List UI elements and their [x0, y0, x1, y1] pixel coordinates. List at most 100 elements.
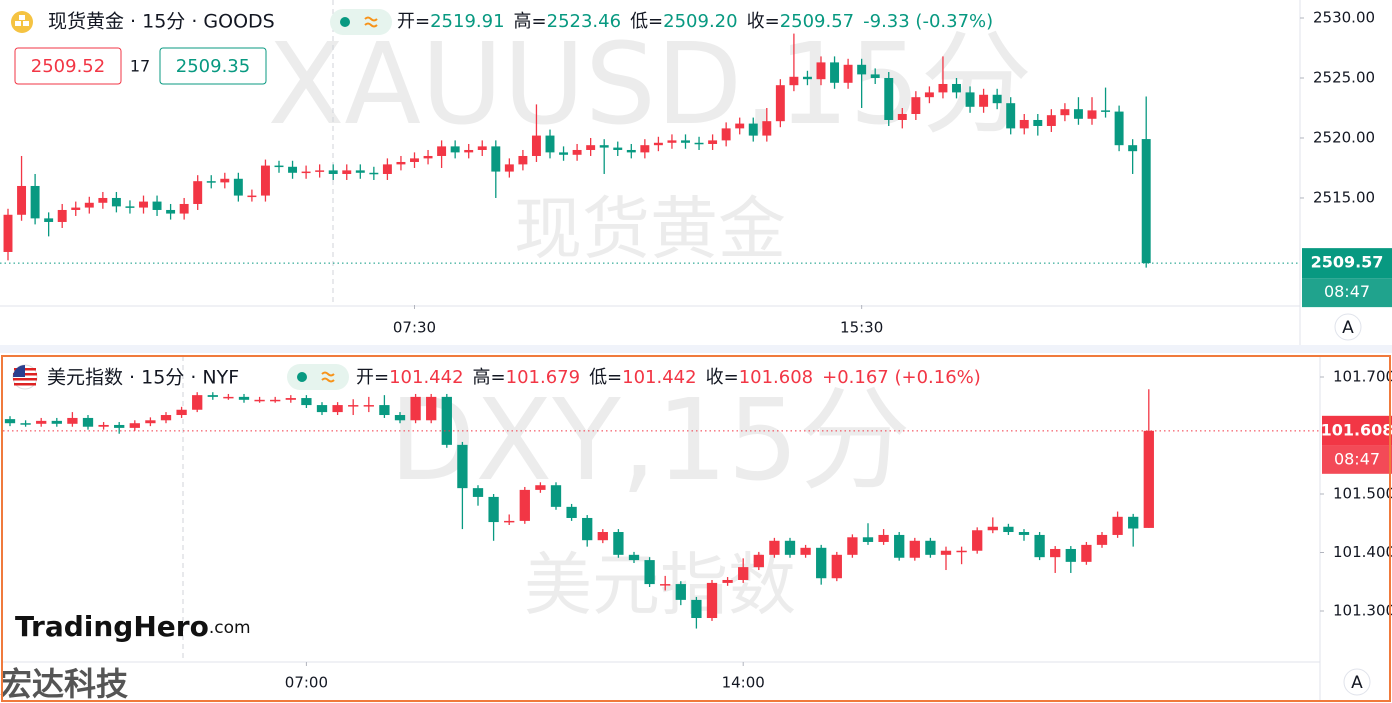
candle-body: [233, 178, 243, 196]
candle-body: [166, 209, 176, 214]
candle-body: [348, 405, 359, 407]
status-pill[interactable]: [287, 364, 349, 390]
candle-body: [84, 202, 94, 208]
candle-body: [423, 155, 433, 159]
ask-box[interactable]: [159, 47, 267, 85]
change: -9.33 (-0.37%): [863, 11, 993, 32]
ohlc-legend: 开=101.442 高=101.679 低=101.442 收=101.608 +0.1…: [356, 367, 981, 388]
brand: TradingHero.com: [15, 610, 251, 643]
candle-body: [597, 532, 608, 541]
candle-body: [254, 399, 265, 402]
y-tick-label: 101.400: [1333, 543, 1392, 561]
candle-body: [843, 64, 853, 83]
candle-body: [857, 64, 867, 75]
candle-body: [694, 142, 704, 145]
candle-body: [1073, 109, 1083, 119]
candle-body: [160, 415, 172, 421]
candle-body: [410, 396, 421, 421]
ohlc-value: 101.442: [389, 367, 463, 388]
candle-body: [82, 417, 94, 427]
candle-body: [369, 172, 379, 175]
candle-body: [722, 579, 733, 583]
candle-body: [987, 526, 998, 531]
candle-body: [721, 128, 731, 141]
candle-body: [613, 147, 623, 150]
candle-body: [301, 171, 311, 174]
candle-body: [98, 197, 108, 203]
candle-body: [207, 395, 218, 397]
y-tick-label: 2525.00: [1313, 68, 1375, 86]
x-tick-label: 14:00: [722, 674, 765, 692]
symbol-title: 现货黄金 · 15分 · GOODS: [48, 11, 275, 33]
y-tick-label: 101.500: [1333, 484, 1392, 502]
candle-body: [938, 83, 948, 93]
countdown: 08:47: [1334, 449, 1380, 468]
candle-body: [98, 424, 109, 427]
candle-body: [1128, 145, 1138, 152]
candle-body: [762, 121, 772, 136]
candle-body: [382, 164, 392, 174]
candle-body: [379, 405, 390, 416]
auto-scale-button[interactable]: [1343, 668, 1371, 696]
candle-body: [566, 506, 577, 518]
candle-body: [708, 140, 718, 144]
candle-body: [550, 485, 562, 507]
bid-box[interactable]: [14, 47, 122, 85]
candle-body: [545, 135, 555, 153]
countdown: 08:47: [1324, 282, 1370, 301]
change: +0.167 (+0.16%): [822, 367, 981, 388]
watermark-name: 现货黄金: [514, 191, 786, 270]
auto-scale-button[interactable]: [1334, 313, 1362, 341]
watermark-name: 美元指数: [524, 547, 796, 626]
candle-body: [288, 166, 298, 173]
status-pill[interactable]: [330, 9, 392, 35]
candle-body: [582, 517, 593, 541]
watermark-symbol: DXY,15分: [389, 376, 911, 506]
us-flag-icon: [12, 364, 38, 390]
y-tick-label: 2530.00: [1313, 8, 1375, 26]
watermarks: XAUUSD,15分 现货黄金 DXY,15分 美元指数: [268, 20, 1033, 626]
candle-body: [472, 488, 484, 497]
candle-body: [802, 76, 812, 80]
candle-body: [220, 178, 230, 183]
candle-body: [1087, 110, 1097, 119]
candle-body: [145, 420, 156, 424]
candle-body: [911, 97, 921, 114]
ohlc-label: 高=: [514, 11, 547, 32]
candle-body: [925, 540, 936, 555]
ohlc-label: 低=: [589, 367, 622, 388]
candle-body: [44, 218, 54, 222]
candle-body: [464, 149, 474, 153]
candle-body: [410, 158, 419, 162]
brand-suffix: .com: [209, 618, 251, 638]
candle-body: [965, 92, 975, 107]
price-label: 2509.57: [1311, 253, 1384, 272]
countdown-box: [1302, 278, 1392, 308]
candle-body: [1141, 139, 1151, 264]
candle-body: [924, 92, 934, 98]
watermark-symbol: XAUUSD,15分: [268, 20, 1033, 150]
candle-body: [316, 405, 328, 413]
candle-body: [315, 170, 325, 172]
gold-icon: [11, 11, 33, 33]
ohlc-legend: 开=2519.91 高=2523.46 低=2509.20 收=2509.57 -9.3…: [397, 11, 993, 32]
candle-body: [681, 140, 690, 143]
candle-body: [192, 395, 203, 410]
candle-body: [1046, 115, 1056, 126]
brand-name: TradingHero: [15, 610, 209, 643]
y-tick-label: 2520.00: [1313, 128, 1375, 146]
candle-body: [1143, 430, 1154, 528]
pane-separator: [0, 345, 1392, 353]
candle-body: [3, 214, 13, 252]
candle-body: [1018, 532, 1030, 535]
candle-body: [816, 547, 827, 579]
price-label-box: [1322, 415, 1392, 446]
candle-body: [328, 170, 338, 174]
candle-body: [862, 537, 874, 542]
ohlc-value: 101.442: [622, 367, 696, 388]
price-label: 101.608: [1321, 420, 1392, 439]
candle-body: [139, 201, 148, 208]
candle-body: [878, 534, 889, 542]
candle-body: [1034, 534, 1045, 558]
candle-body: [1050, 548, 1061, 558]
